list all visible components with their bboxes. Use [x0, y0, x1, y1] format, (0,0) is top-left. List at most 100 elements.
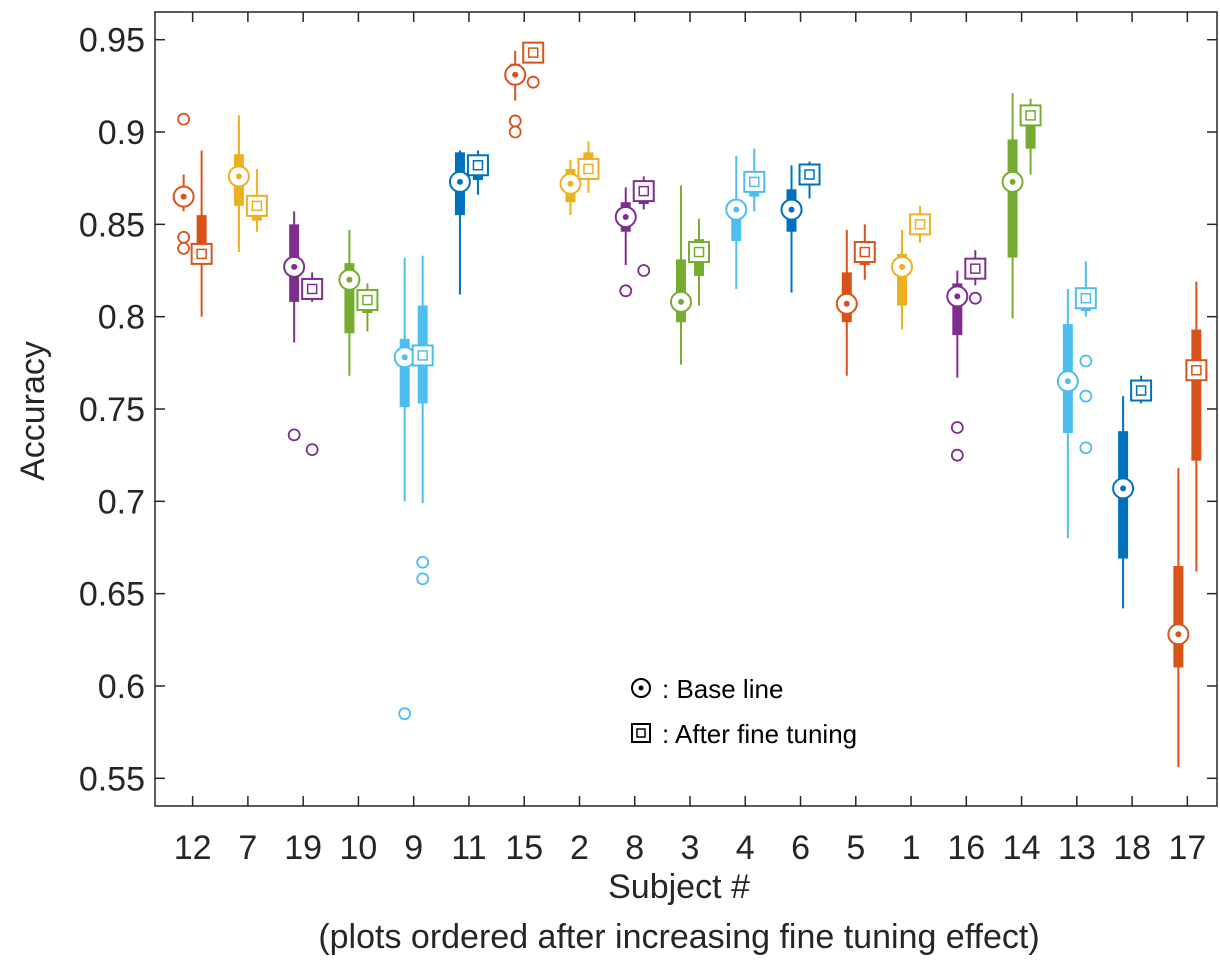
tuned-box	[1130, 375, 1153, 404]
outlier-point	[177, 112, 191, 126]
median-marker	[577, 157, 600, 180]
median-dot	[954, 293, 961, 300]
median-dot	[512, 71, 519, 78]
outlier-point	[416, 572, 430, 586]
median-dot	[914, 219, 926, 230]
outlier-point	[1079, 389, 1093, 403]
legend-baseline-marker-icon	[631, 678, 651, 698]
x-tick-label: 13	[1058, 829, 1096, 867]
median-dot	[1025, 110, 1036, 121]
median-dot	[346, 276, 353, 283]
median-dot	[1080, 292, 1092, 304]
median-dot	[472, 160, 484, 171]
box-iqr	[1025, 106, 1036, 149]
tuned-box	[245, 168, 268, 232]
y-tick-label: 0.55	[79, 760, 145, 798]
outlier-point	[416, 555, 430, 569]
median-dot	[622, 213, 629, 220]
median-marker	[522, 41, 545, 64]
tuned-box	[743, 148, 766, 212]
median-dot	[749, 176, 760, 188]
baseline-box	[172, 112, 195, 255]
plot-area	[172, 41, 1208, 768]
outlier-point	[526, 75, 540, 89]
box-iqr	[344, 263, 355, 334]
box-iqr	[399, 338, 410, 408]
median-marker	[743, 170, 766, 193]
median-marker	[356, 289, 379, 312]
legend-tuned-marker-icon	[631, 723, 651, 743]
tuned-box	[301, 272, 324, 457]
y-tick-label: 0.6	[98, 668, 145, 706]
median-marker	[1019, 104, 1042, 127]
median-dot	[733, 206, 740, 213]
median-dot	[180, 193, 187, 200]
tuned-box	[688, 218, 710, 306]
median-dot	[417, 350, 428, 361]
baseline-box	[1001, 93, 1024, 319]
x-tick-label: 16	[947, 829, 985, 867]
baseline-box	[1112, 396, 1135, 609]
tuned-box	[1074, 261, 1097, 455]
median-marker	[190, 242, 213, 265]
x-tick-label: 4	[736, 829, 755, 867]
box-iqr	[1007, 139, 1018, 258]
baseline-box	[1056, 288, 1079, 539]
x-tick-label: 6	[791, 829, 810, 867]
x-tick-label: 10	[340, 829, 378, 867]
median-dot	[235, 173, 242, 180]
median-marker	[853, 241, 876, 264]
x-tick-label: 8	[625, 829, 644, 867]
x-axis-title: Subject #	[608, 868, 750, 906]
baseline-box	[1167, 468, 1190, 768]
tuned-box	[853, 224, 876, 280]
median-dot	[1175, 631, 1182, 638]
tuned-box	[909, 205, 932, 243]
x-tick-label: 3	[681, 829, 700, 867]
median-marker	[245, 194, 268, 217]
outlier-point	[177, 241, 191, 255]
y-axis-title: Accuracy	[14, 341, 52, 481]
tuned-box	[632, 176, 655, 277]
median-marker	[688, 241, 710, 264]
legend-tuned-label: : After fine tuning	[662, 719, 857, 749]
baseline-box	[393, 257, 416, 721]
baseline-box	[338, 229, 361, 376]
median-marker	[1130, 379, 1153, 402]
baseline-box	[504, 50, 527, 139]
box-iqr	[1173, 565, 1184, 668]
outlier-point	[1079, 441, 1093, 455]
median-dot	[1120, 485, 1127, 492]
x-tick-label: 1	[902, 829, 921, 867]
median-marker	[632, 180, 655, 203]
tuned-box	[1185, 281, 1208, 572]
median-dot	[567, 180, 574, 187]
y-tick-label: 0.7	[98, 483, 145, 521]
outlier-point	[950, 421, 964, 434]
x-tick-label: 12	[174, 829, 212, 867]
y-tick-label: 0.9	[98, 114, 145, 152]
y-tick-label: 0.8	[98, 299, 145, 337]
outlier-point	[968, 291, 982, 305]
outlier-point	[287, 428, 301, 442]
y-tick-label: 0.95	[79, 22, 145, 60]
median-marker	[1185, 359, 1208, 382]
median-marker	[466, 154, 489, 177]
x-tick-label: 19	[284, 829, 322, 867]
outlier-point	[619, 284, 633, 298]
median-marker	[964, 257, 987, 280]
baseline-box	[559, 159, 582, 216]
box-iqr	[676, 259, 686, 323]
median-marker	[1074, 287, 1097, 310]
y-tick-label: 0.65	[79, 576, 145, 614]
tuned-box	[522, 41, 545, 89]
baseline-box	[614, 187, 637, 298]
x-axis-subtitle: (plots ordered after increasing fine tun…	[318, 918, 1039, 956]
baseline-box	[946, 270, 969, 462]
x-tick-label: 15	[505, 829, 543, 867]
tuned-box	[356, 283, 379, 332]
legend: : Base line : After fine tuning	[631, 674, 857, 749]
median-dot	[843, 300, 850, 307]
tuned-box	[964, 250, 987, 305]
